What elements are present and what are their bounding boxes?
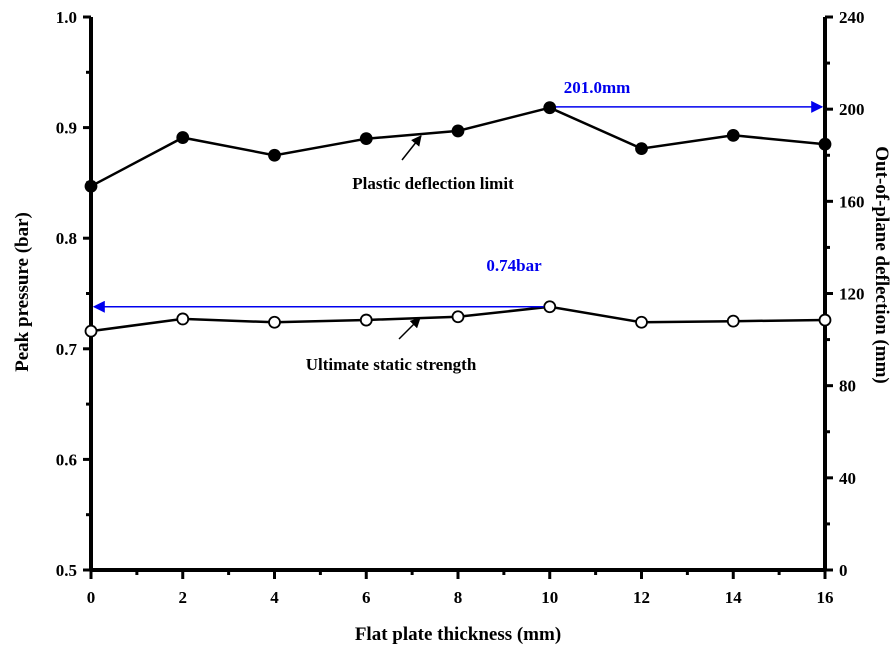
y2-tick-label: 40	[839, 469, 856, 488]
plastic-limit-pointer-arrow	[401, 135, 422, 161]
y-tick-label: 0.9	[56, 119, 77, 138]
data-point	[176, 312, 190, 326]
max-deflection-label: 201.0mm	[564, 78, 631, 97]
y2-tick-label: 0	[839, 561, 848, 580]
x-tick-label: 12	[633, 588, 650, 607]
y-tick-label: 0.7	[56, 340, 78, 359]
y2-tick-label: 240	[839, 8, 865, 27]
data-point	[635, 315, 648, 329]
data-point	[268, 315, 281, 329]
data-point	[726, 314, 740, 328]
data-point	[84, 324, 98, 338]
data-point	[84, 179, 98, 193]
series-layer	[84, 101, 832, 338]
data-point	[543, 101, 557, 115]
y2-tick-label: 200	[839, 100, 865, 119]
y2-tick-label: 120	[839, 285, 865, 304]
data-point	[451, 124, 465, 138]
y2-tick-label: 80	[839, 377, 856, 396]
y2-tick-label: 160	[839, 192, 865, 211]
static-strength-pointer-arrow	[398, 317, 421, 340]
y-tick-label: 0.8	[56, 229, 77, 248]
series-label-ultimate-static-strength: Ultimate static strength	[306, 355, 477, 374]
data-point	[818, 137, 832, 151]
axes: 0 2 4 6 8 10 12 14 16 0.5 0.6 0.7 0.8 0.9 1.0 0 40 80 120 1…	[56, 8, 865, 607]
x-tick-label: 2	[179, 588, 188, 607]
series-label-plastic-deflection-limit: Plastic deflection limit	[352, 174, 514, 193]
data-point	[635, 142, 648, 156]
x-tick-label: 0	[87, 588, 96, 607]
data-point	[451, 310, 465, 324]
x-tick-label: 10	[541, 588, 558, 607]
y2-axis-title: Out-of-plane deflection (mm)	[871, 146, 892, 383]
y-tick-label: 0.6	[56, 450, 77, 469]
data-point	[359, 132, 373, 146]
data-point	[726, 128, 740, 142]
annotation-layer	[92, 100, 824, 340]
x-axis-title: Flat plate thickness (mm)	[355, 624, 561, 645]
y-tick-label: 0.5	[56, 561, 77, 580]
y-tick-label: 1.0	[56, 8, 77, 27]
max-pressure-label: 0.74bar	[486, 256, 542, 275]
data-point	[268, 148, 281, 162]
x-tick-label: 6	[362, 588, 371, 607]
data-point	[359, 313, 373, 327]
data-point	[176, 131, 190, 144]
x-tick-label: 4	[270, 588, 279, 607]
data-point	[543, 300, 557, 314]
data-point	[818, 313, 832, 327]
x-tick-label: 8	[454, 588, 463, 607]
y-axis-title: Peak pressure (bar)	[12, 212, 33, 372]
x-tick-label: 16	[817, 588, 834, 607]
x-tick-label: 14	[725, 588, 743, 607]
